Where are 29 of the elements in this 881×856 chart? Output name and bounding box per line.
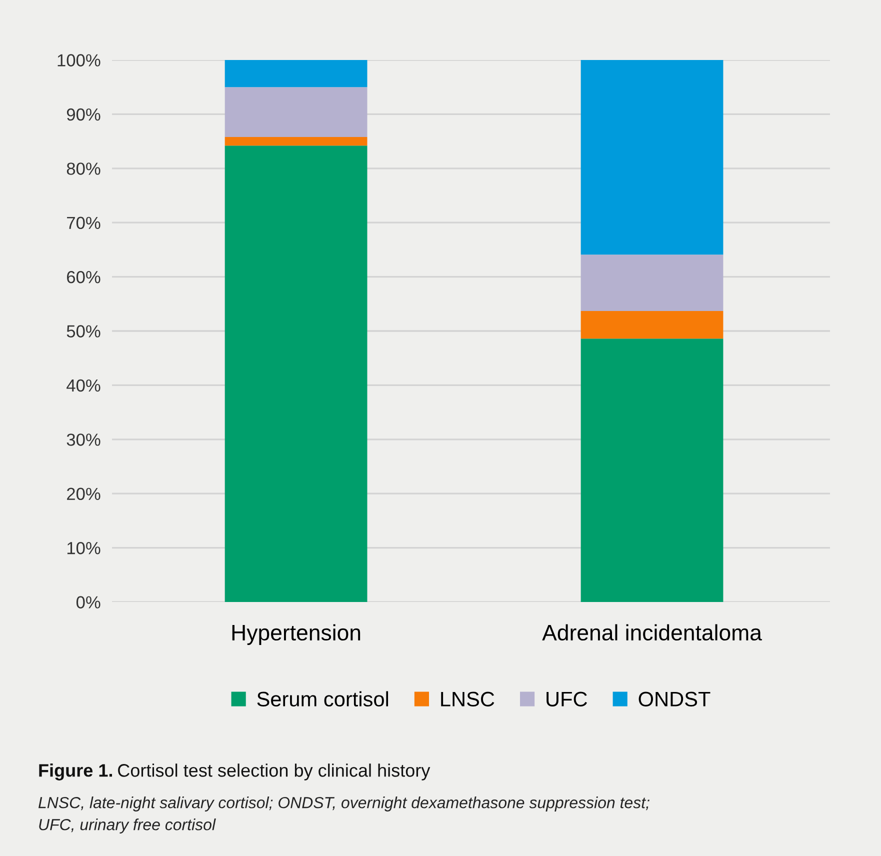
y-tick-label: 60% (67, 270, 100, 284)
caption: Figure 1. (39, 764, 112, 780)
x-tick-label: Adrenal incidentaloma (542, 624, 762, 641)
y-tick-label: 20% (67, 488, 100, 500)
legend-label: UFC (546, 692, 588, 707)
y-tick-label: 70% (67, 216, 100, 230)
bar (580, 60, 724, 255)
text: LNSC, late-night salivary cortisol; ONDST, overnight dexamethasone suppression test; (38, 796, 650, 812)
legend-label: LNSC (441, 692, 494, 707)
bar (580, 254, 724, 311)
y-tick-label: 40% (66, 379, 100, 392)
x-tick-label: Hypertension (232, 624, 360, 645)
y-tick-label: 10% (67, 542, 100, 554)
legend-label: ONDST (638, 692, 710, 707)
bar (580, 310, 724, 339)
y-tick-label: 30% (66, 434, 100, 446)
y-tick-label: 90% (66, 108, 100, 121)
bar (224, 136, 368, 146)
text: Cortisol test selection by clinical history (118, 764, 430, 780)
y-tick-label: 50% (66, 325, 100, 338)
bar (224, 60, 368, 88)
y-tick-label: 80% (66, 162, 100, 175)
bar (224, 87, 368, 137)
text: UFC, urinary free cortisol (39, 818, 216, 834)
bar (580, 338, 724, 602)
bar (224, 146, 368, 602)
y-tick-label: 0% (76, 596, 100, 608)
y-tick-label: 100% (58, 54, 100, 66)
legend-label: Serum cortisol (257, 691, 388, 707)
